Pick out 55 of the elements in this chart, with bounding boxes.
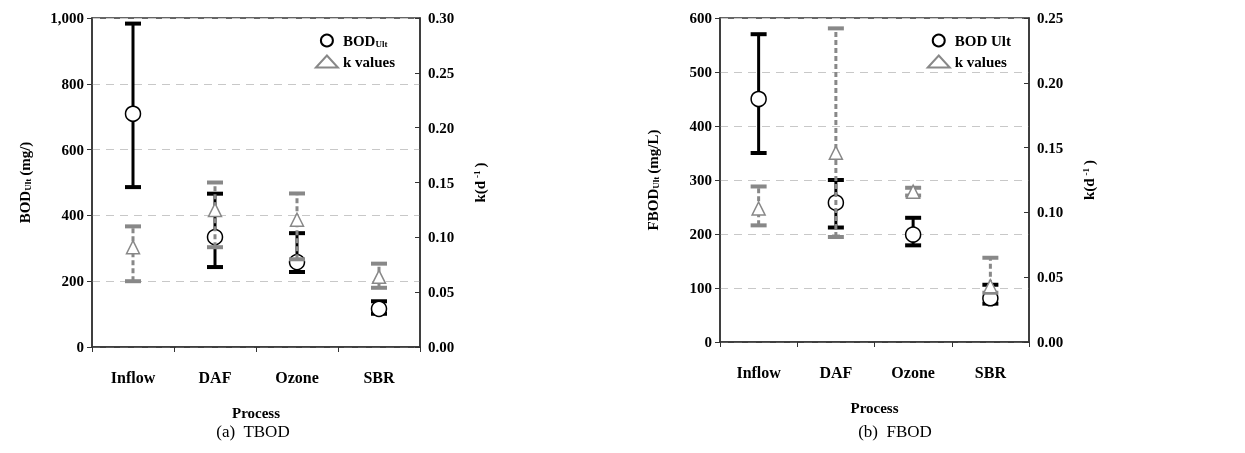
- y-tick-label: 0: [76, 339, 84, 355]
- legend-label: k values: [954, 53, 1008, 70]
- text: (b) FBOD: [858, 422, 932, 441]
- legend-label: k values: [342, 53, 396, 70]
- y2-tick-label: 0.20: [428, 119, 455, 136]
- y-tick-label: 200: [689, 226, 712, 242]
- point: [828, 145, 844, 161]
- y-tick-label: 0: [704, 334, 712, 350]
- point: [904, 226, 922, 243]
- y2-tick-label: 0.00: [1037, 334, 1064, 350]
- x-tick-label: DAF: [198, 368, 232, 386]
- y-tick-label: 300: [689, 172, 712, 188]
- point: [750, 90, 767, 108]
- y-tick-label: 600: [61, 141, 84, 158]
- y-tick-label: 200: [61, 273, 84, 290]
- y2-tick-label: 0.15: [428, 174, 455, 191]
- y2-tick-label: 0.05: [1037, 269, 1064, 286]
- legend-label: BOD Ult: [954, 32, 1011, 49]
- y-axis-title: BODUlt(mg/): [16, 141, 34, 224]
- y2-tick-label: 0.25: [1037, 10, 1064, 26]
- y-tick-label: 400: [689, 118, 712, 134]
- x-tick-label: Inflow: [736, 363, 782, 381]
- y-tick-label: 400: [61, 207, 84, 224]
- text: (a) TBOD: [216, 422, 290, 441]
- x-tick-label: Inflow: [110, 368, 156, 386]
- x-tick-label: Ozone: [891, 363, 935, 381]
- y-tick-label: 1,000: [50, 10, 84, 26]
- point: [125, 239, 141, 255]
- point: [207, 202, 223, 218]
- point: [751, 201, 766, 216]
- y2-tick-label: 0.20: [1037, 74, 1064, 91]
- y2-tick-label: 0.30: [428, 10, 455, 26]
- y2-axis-title: k(d-1): [1080, 159, 1098, 201]
- x-tick-label: Ozone: [275, 368, 319, 386]
- y2-tick-label: 0.05: [428, 284, 455, 301]
- y2-tick-label: 0.10: [1037, 204, 1064, 221]
- y2-tick-label: 0.25: [428, 64, 455, 81]
- x-axis-title: Process: [850, 399, 899, 416]
- y-tick-label: 500: [689, 64, 712, 80]
- point: [371, 269, 387, 285]
- y2-axis-title: k(d-1): [471, 162, 489, 203]
- y2-tick-label: 0.00: [428, 339, 455, 355]
- x-tick-label: SBR: [974, 363, 1007, 381]
- y-tick-label: 800: [61, 75, 84, 92]
- point: [289, 212, 305, 228]
- y2-tick-label: 0.15: [1037, 139, 1064, 156]
- legend-label: BODUlt: [342, 32, 388, 49]
- y-tick-label: 100: [689, 280, 712, 296]
- point: [983, 279, 998, 294]
- x-axis-title: Process: [231, 404, 281, 421]
- point: [124, 105, 142, 122]
- y2-tick-label: 0.10: [428, 229, 455, 246]
- x-tick-label: DAF: [819, 363, 853, 381]
- x-tick-label: SBR: [363, 368, 396, 386]
- y-tick-label: 600: [689, 10, 712, 26]
